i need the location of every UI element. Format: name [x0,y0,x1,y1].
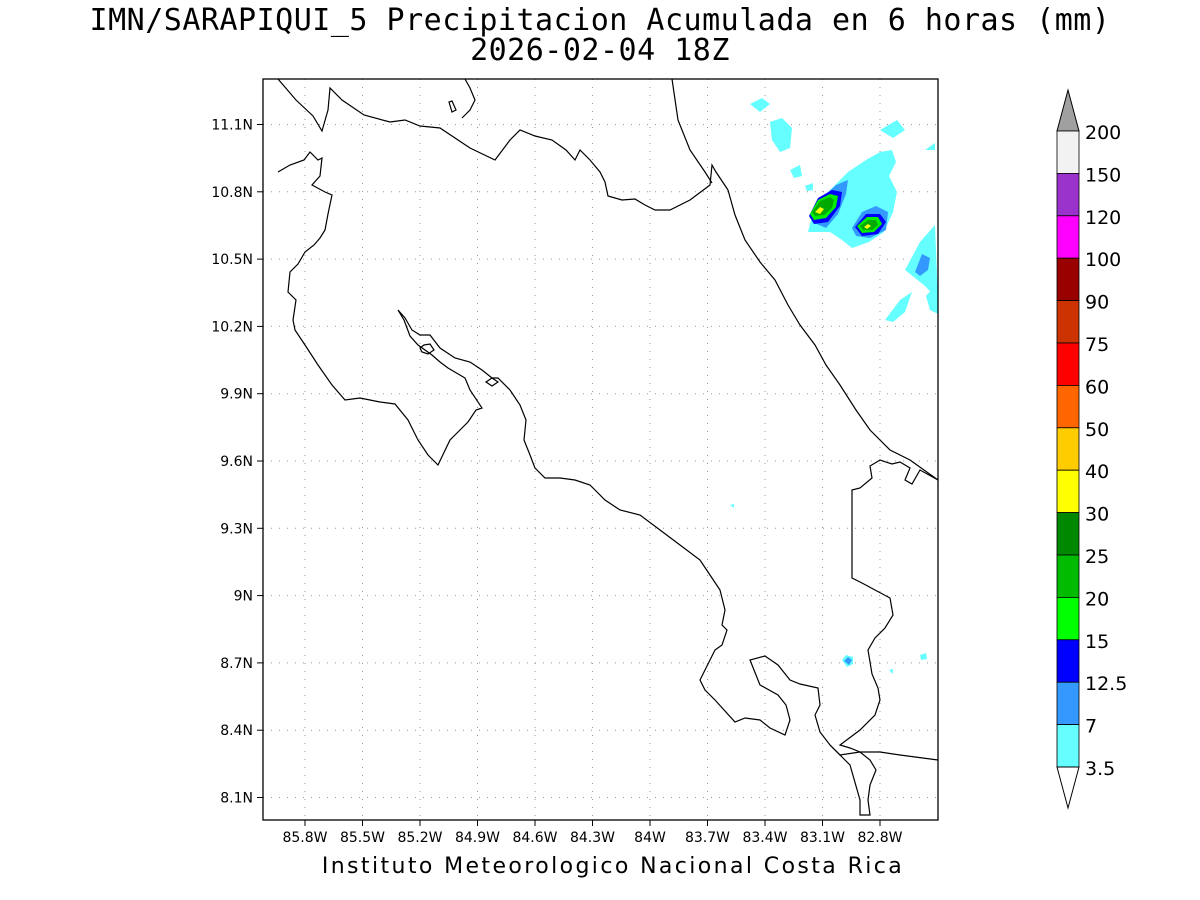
lat-axis: 11.1N 10.8N 10.5N 10.2N 9.9N 9.6N 9.3N 9N 8.7N 8.… [211,118,263,807]
colorbar: 200 150 120 100 90 75 60 50 40 30 25 20 15 12.5 7 3.5 [1056,88,1127,810]
coastline [277,79,938,816]
nicoya-gulf [484,377,500,387]
colorbar-swatch [1056,597,1080,641]
lon-tick-label: 85.8W [282,830,327,846]
colorbar-label: 75 [1085,334,1109,356]
colorbar-swatch [1056,427,1080,471]
colorbar-label: 15 [1085,631,1109,653]
lat-tick-label: 8.1N [220,791,253,807]
panama-coast [829,744,938,761]
lon-axis: 85.8W 85.5W 85.2W 84.9W 84.6W 84.3W 84W 83.7W 83… [282,820,903,846]
colorbar-bottom-arrow [1056,766,1080,810]
colorbar-label: 12.5 [1085,673,1127,695]
colorbar-top-arrow [1056,88,1080,132]
colorbar-label: 100 [1085,249,1121,271]
lat-tick-label: 8.4N [220,723,253,739]
lon-tick-label: 84W [634,830,666,846]
lat-tick-label: 9.6N [220,454,253,470]
lon-tick-label: 85.2W [397,830,442,846]
colorbar-label: 50 [1085,419,1109,441]
lon-tick-label: 83.1W [800,830,845,846]
colorbar-label: 30 [1085,504,1109,526]
map-frame [262,78,939,821]
lon-tick-label: 84.3W [570,830,615,846]
map-valid-time: 2026-02-04 18Z [470,33,730,68]
caribbean-coast [727,189,938,481]
lon-tick-label: 82.8W [857,830,902,846]
lon-tick-label: 84.6W [512,830,557,846]
colorbar-swatch [1056,172,1080,217]
colorbar-swatch [1056,130,1080,174]
nicaragua-coast [277,79,729,211]
colorbar-label: 60 [1085,376,1109,398]
colorbar-swatch [1056,257,1080,302]
colorbar-swatch [1056,300,1080,344]
colorbar-swatch [1056,384,1080,429]
lat-tick-label: 9.9N [220,387,253,403]
colorbar-label: 120 [1085,207,1121,229]
precip-max-yellow [815,207,824,214]
lat-tick-label: 11.1N [211,118,253,134]
colorbar-label: 3.5 [1085,758,1115,780]
colorbar-label: 7 [1085,716,1097,738]
colorbar-swatch [1056,469,1080,514]
lat-tick-label: 8.7N [220,656,253,672]
colorbar-swatch [1056,639,1080,683]
nicaragua-north [461,79,476,119]
lat-tick-label: 10.2N [211,319,253,335]
colorbar-swatch [1056,512,1080,556]
colorbar-swatch [1056,215,1080,259]
lon-tick-label: 83.7W [685,830,730,846]
lon-tick-label: 83.4W [742,830,787,846]
lat-tick-label: 10.5N [211,252,253,268]
map-grid [263,79,938,820]
footer-credit: Instituto Meteorologico Nacional Costa R… [321,854,905,879]
colorbar-label: 40 [1085,461,1109,483]
colorbar-swatch [1056,681,1080,726]
map-title: IMN/SARAPIQUI_5 Precipitacion Acumulada … [89,3,1111,38]
colorbar-label: 90 [1085,292,1109,314]
colorbar-label: 150 [1085,164,1121,186]
lat-tick-label: 9N [234,589,253,605]
lon-tick-label: 84.9W [455,830,500,846]
lat-tick-label: 10.8N [211,185,253,201]
colorbar-label: 200 [1085,122,1121,144]
colorbar-swatch [1056,554,1080,598]
colorbar-swatch [1056,724,1080,768]
costa-rica-coastline [277,151,938,816]
colorbar-label: 20 [1085,588,1109,610]
precipitation-field [730,98,938,674]
lat-tick-label: 9.3N [220,521,253,537]
lon-tick-label: 85.5W [340,830,385,846]
colorbar-label: 25 [1085,546,1109,568]
colorbar-swatch [1056,342,1080,386]
